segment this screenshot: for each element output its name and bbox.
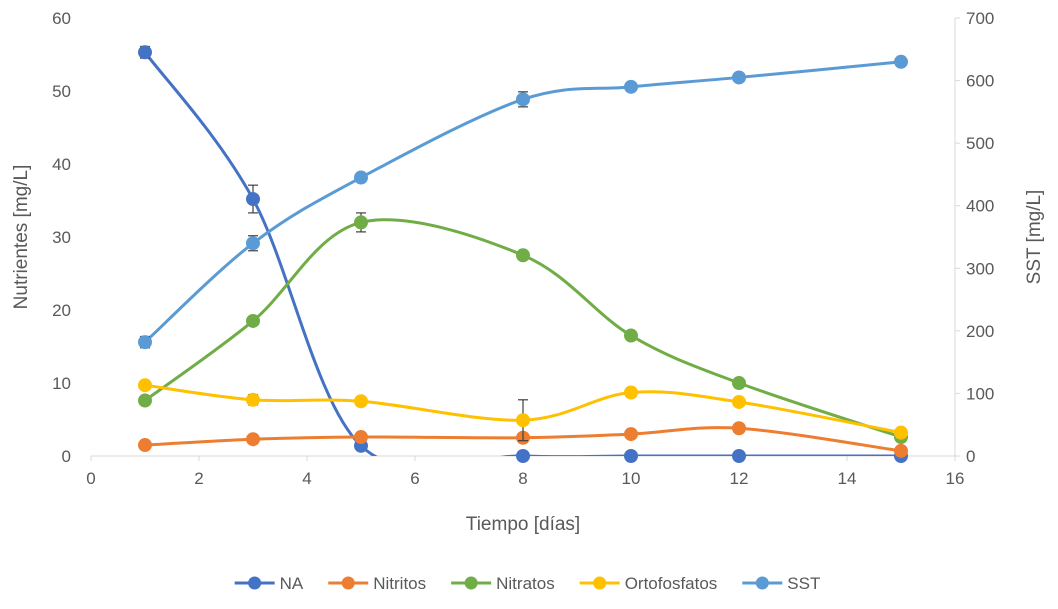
tick-labels: 0 2 4 6 8 10 12 14 16010203040506001002003004005… xyxy=(52,9,994,488)
data-point-nitritos xyxy=(894,443,908,458)
y-right-tick-label: 500 xyxy=(966,134,994,153)
data-point-nitritos xyxy=(246,432,260,447)
x-tick-label: 0 xyxy=(86,469,95,488)
data-point-sst xyxy=(354,170,368,185)
x-tick-label: 6 xyxy=(410,469,419,488)
y-right-tick-label: 0 xyxy=(966,447,975,466)
legend-marker xyxy=(464,576,478,590)
legend-marker xyxy=(248,576,262,590)
data-point-na xyxy=(624,449,638,463)
data-point-ortofosfatos xyxy=(246,392,260,407)
legend-marker xyxy=(755,576,769,590)
data-point-nitritos xyxy=(624,427,638,442)
data-point-ortofosfatos xyxy=(624,385,638,400)
data-point-na xyxy=(732,449,746,463)
legend: NA Nitritos Nitratos Ortofosfatos SST xyxy=(234,574,820,593)
series-nitratos xyxy=(138,212,908,445)
y-left-tick-label: 50 xyxy=(52,82,71,101)
x-tick-label: 14 xyxy=(838,469,857,488)
legend-label: NA xyxy=(280,574,304,593)
y-left-tick-label: 40 xyxy=(52,155,71,174)
data-point-sst xyxy=(138,335,152,350)
data-point-nitratos xyxy=(732,376,746,390)
y-right-tick-label: 600 xyxy=(966,72,994,91)
y-axis-left-title: Nutrientes [mg/L] xyxy=(11,165,32,310)
legend-item-nitritos: Nitritos xyxy=(328,574,426,593)
y-right-tick-label: 400 xyxy=(966,197,994,216)
data-point-nitratos xyxy=(138,393,152,408)
data-point-ortofosfatos xyxy=(354,394,368,409)
data-point-ortofosfatos xyxy=(732,394,746,409)
data-point-ortofosfatos xyxy=(894,425,908,440)
data-point-sst xyxy=(732,70,746,85)
legend-item-ortofosfatos: Ortofosfatos xyxy=(579,574,718,593)
legend-marker xyxy=(341,576,355,590)
y-right-tick-label: 100 xyxy=(966,384,994,403)
data-point-nitratos xyxy=(624,328,638,343)
legend-label: Nitratos xyxy=(496,574,555,593)
series-na xyxy=(138,45,908,463)
data-point-na xyxy=(138,45,152,60)
legend-item-sst: SST xyxy=(742,574,820,593)
x-tick-label: 8 xyxy=(518,469,527,488)
x-tick-label: 16 xyxy=(946,469,965,488)
data-point-nitratos xyxy=(246,313,260,328)
data-point-sst xyxy=(894,54,908,69)
y-right-tick-label: 200 xyxy=(966,322,994,341)
data-point-na xyxy=(516,449,530,463)
y-left-tick-label: 30 xyxy=(52,228,71,247)
legend-label: SST xyxy=(787,574,820,593)
axes xyxy=(90,17,960,461)
data-point-sst xyxy=(516,92,530,107)
data-point-sst xyxy=(246,236,260,251)
y-left-tick-label: 20 xyxy=(52,301,71,320)
y-left-tick-label: 10 xyxy=(52,374,71,393)
x-tick-label: 10 xyxy=(622,469,641,488)
y-left-tick-label: 0 xyxy=(62,447,71,466)
legend-marker xyxy=(593,576,607,590)
y-right-tick-label: 700 xyxy=(966,9,994,28)
x-tick-label: 2 xyxy=(194,469,203,488)
y-left-tick-label: 60 xyxy=(52,9,71,28)
legend-label: Ortofosfatos xyxy=(625,574,718,593)
data-point-ortofosfatos xyxy=(138,378,152,393)
data-point-nitritos xyxy=(138,438,152,453)
y-right-tick-label: 300 xyxy=(966,259,994,278)
data-point-sst xyxy=(624,79,638,94)
legend-item-nitratos: Nitratos xyxy=(451,574,555,593)
data-point-ortofosfatos xyxy=(516,413,530,428)
series-ortofosfatos xyxy=(138,378,908,442)
data-point-nitritos xyxy=(354,430,368,445)
legend-label: Nitritos xyxy=(373,574,426,593)
data-point-nitratos xyxy=(354,215,368,230)
data-point-nitratos xyxy=(516,248,530,263)
y-axis-right-title: SST [mg/L] xyxy=(1024,190,1045,285)
data-point-nitritos xyxy=(732,421,746,436)
series-layer xyxy=(138,45,908,463)
x-tick-label: 12 xyxy=(730,469,749,488)
legend-item-na: NA xyxy=(234,574,304,593)
x-axis-title: Tiempo [días] xyxy=(466,514,580,535)
x-tick-label: 4 xyxy=(302,469,311,488)
data-point-na xyxy=(246,192,260,207)
series-sst xyxy=(138,54,908,350)
